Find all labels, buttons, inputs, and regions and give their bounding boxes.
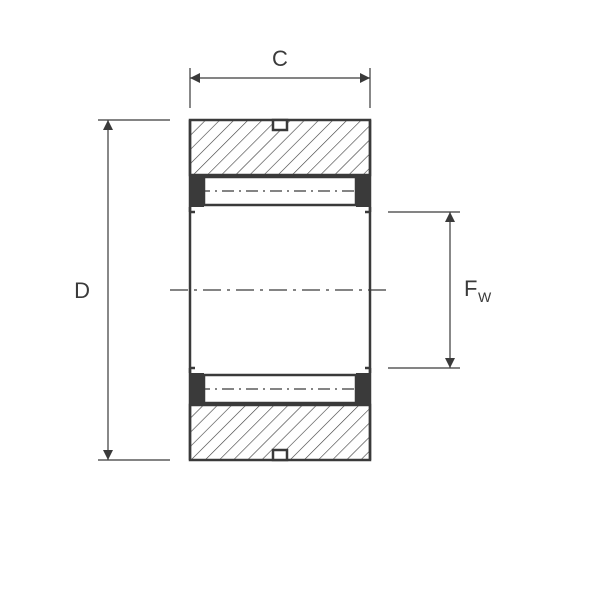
dim-label-outer-diameter: D bbox=[74, 278, 90, 303]
dim-label-inner-width: F bbox=[464, 276, 477, 301]
bearing-cross-section-diagram: C D FW bbox=[0, 0, 600, 600]
dim-label-width: C bbox=[272, 46, 288, 71]
dim-label-inner-width-sub: W bbox=[478, 289, 492, 305]
